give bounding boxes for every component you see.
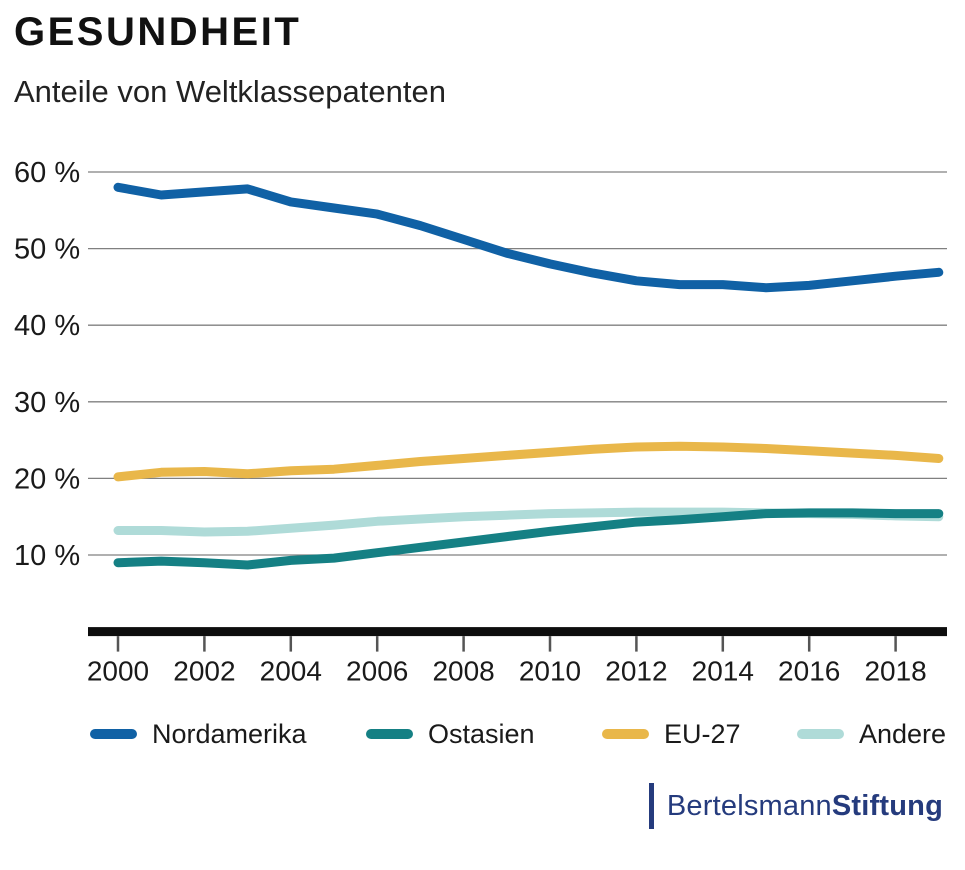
x-axis-tick-label: 2000	[87, 656, 149, 685]
legend-swatch-icon	[602, 729, 649, 739]
legend-swatch-icon	[366, 729, 413, 739]
x-axis-tick-label: 2016	[778, 656, 840, 685]
chart-subtitle: Anteile von Weltklassepatenten	[14, 74, 446, 109]
legend-swatch-icon	[797, 729, 844, 739]
series-line-ostasien	[113, 508, 944, 570]
legend-item-eu-27: EU-27	[602, 712, 741, 756]
brand-name-bold: Stiftung	[831, 789, 943, 822]
legend-item-ostasien: Ostasien	[366, 712, 535, 756]
line-chart: 10 % 20 % 30 % 40 % 50 % 60 % 2000 2002 2004 2006…	[14, 157, 947, 685]
y-axis-tick-label: 60 %	[14, 157, 80, 189]
x-axis-tick-label: 2010	[519, 656, 581, 685]
brand-name: BertelsmannStiftung	[667, 790, 943, 823]
x-axis-tick-label: 2004	[260, 656, 322, 685]
legend-item-nordamerika: Nordamerika	[90, 712, 307, 756]
y-axis-tick-label: 10 %	[14, 540, 80, 572]
legend-swatch-icon	[90, 729, 137, 739]
x-axis-line	[88, 627, 947, 637]
x-axis-tick-label: 2014	[692, 656, 754, 685]
y-axis-tick-label: 20 %	[14, 463, 80, 495]
x-axis-tick-label: 2006	[346, 656, 408, 685]
legend-item-andere: Andere	[797, 712, 946, 756]
legend-label: Ostasien	[428, 718, 535, 749]
x-axis-tick-label: 2012	[605, 656, 667, 685]
chart-legend: Nordamerika Ostasien EU-27 Andere	[0, 712, 965, 758]
x-axis-tick-label: 2002	[173, 656, 235, 685]
series-line-nordamerika	[113, 182, 944, 293]
y-axis-tick-label: 40 %	[14, 310, 80, 342]
x-axis-tick-label: 2008	[432, 656, 494, 685]
publisher-logo: BertelsmannStiftung	[648, 783, 943, 829]
legend-label: Nordamerika	[152, 718, 307, 749]
x-axis-tick-label: 2018	[864, 656, 926, 685]
legend-label: Andere	[859, 718, 947, 749]
brand-bar-icon	[648, 783, 654, 829]
legend-label: EU-27	[664, 718, 741, 749]
chart-title: GESUNDHEIT	[14, 10, 302, 54]
y-axis-tick-label: 30 %	[14, 387, 80, 419]
y-axis-tick-label: 50 %	[14, 234, 80, 266]
series-line-eu-27	[113, 441, 944, 482]
brand-name-regular: Bertelsmann	[666, 789, 832, 822]
